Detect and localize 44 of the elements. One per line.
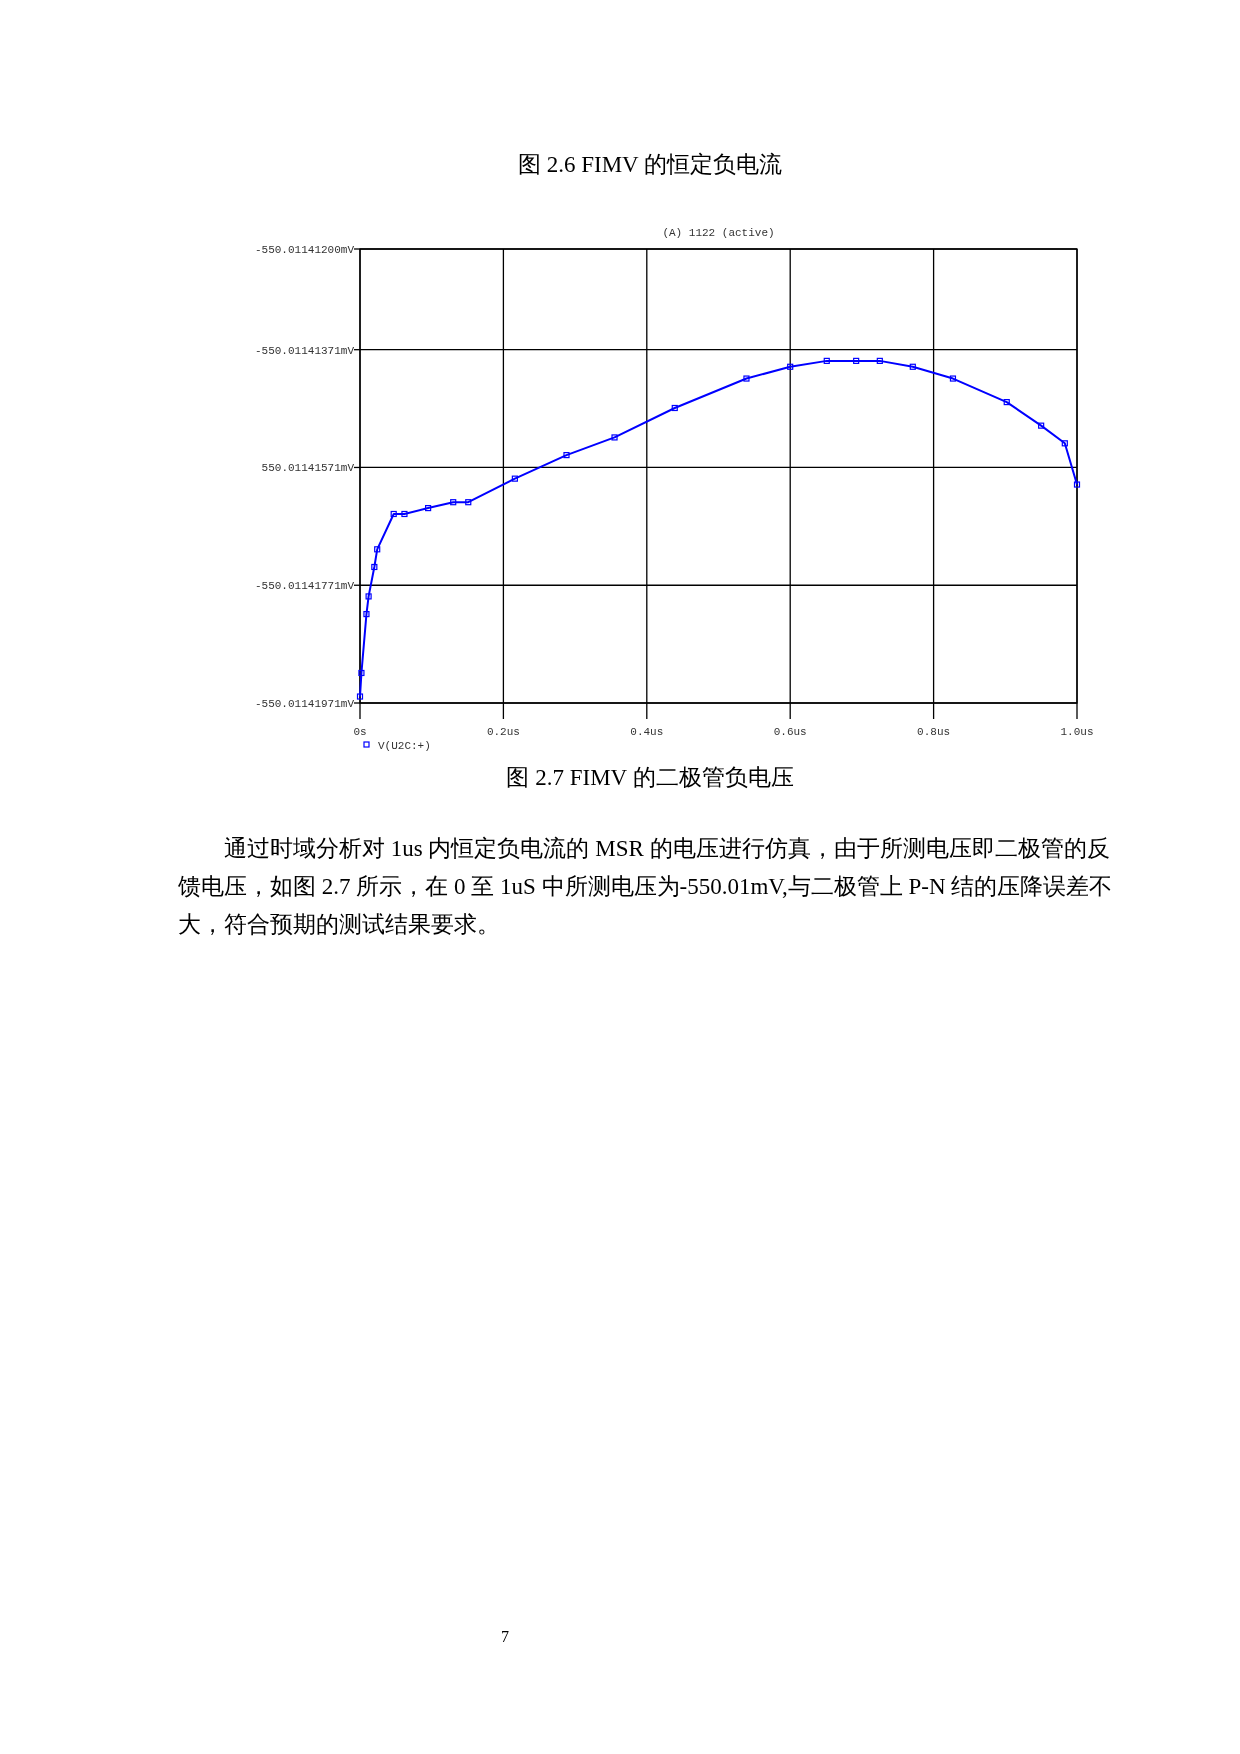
point	[465, 499, 472, 506]
point	[401, 510, 408, 518]
y-tick-label: -550.01141971mV	[254, 698, 355, 710]
x-tick-label: 0s	[353, 726, 367, 738]
point	[853, 357, 860, 364]
point	[1003, 399, 1010, 406]
point	[787, 363, 794, 370]
point	[511, 475, 518, 482]
point	[1061, 440, 1068, 447]
point	[743, 375, 750, 382]
text: 7	[501, 1628, 509, 1645]
x-tick-label: 1.0us	[1060, 726, 1094, 738]
y-tick-label: -550.01141371mV	[254, 344, 355, 357]
caption: 图 2.6 FIMV 的恒定负电流	[517, 152, 783, 177]
legend-label: V(U2C:+)	[378, 740, 431, 752]
y-tick-label: -550.01141771mV	[254, 580, 355, 593]
point	[1038, 422, 1045, 429]
point	[1073, 481, 1081, 488]
text: 通过时域分析对 1us 内恒定负电流的 MSR 的电压进行仿真，由于所测电压即二极管的反馈电压，如图 2.7 所示，在 0 至 1uS 中所测电压为-550.01mV,与二极管上 P-N 结的压降误差不大，符合预期的测试结果要求。	[178, 835, 1114, 939]
x-tick-label: 0.2us	[486, 726, 520, 738]
y-tick-label: -550.01141200mV	[254, 244, 355, 256]
point	[358, 669, 365, 677]
legend: V(U2C:+)	[363, 740, 431, 752]
point	[949, 375, 957, 382]
point	[823, 357, 830, 364]
x-tick-label: 0.4us	[630, 726, 664, 738]
point	[563, 452, 570, 459]
point	[876, 357, 883, 364]
chart-title: (A) 1122 (active)	[662, 227, 775, 239]
point	[365, 593, 372, 600]
x-tick-label: 0.8us	[917, 726, 951, 738]
point	[425, 504, 432, 512]
point	[363, 610, 370, 618]
point	[671, 404, 678, 412]
point	[909, 363, 916, 370]
y-tick-label: 550.01141571mV	[261, 462, 355, 475]
point	[371, 563, 378, 571]
point	[356, 693, 364, 700]
point	[374, 546, 381, 553]
point	[450, 499, 457, 506]
point	[390, 510, 397, 518]
x-tick-label: 0.6us	[773, 726, 807, 738]
caption: 图 2.7 FIMV 的二极管负电压	[506, 765, 794, 790]
point	[611, 434, 618, 441]
